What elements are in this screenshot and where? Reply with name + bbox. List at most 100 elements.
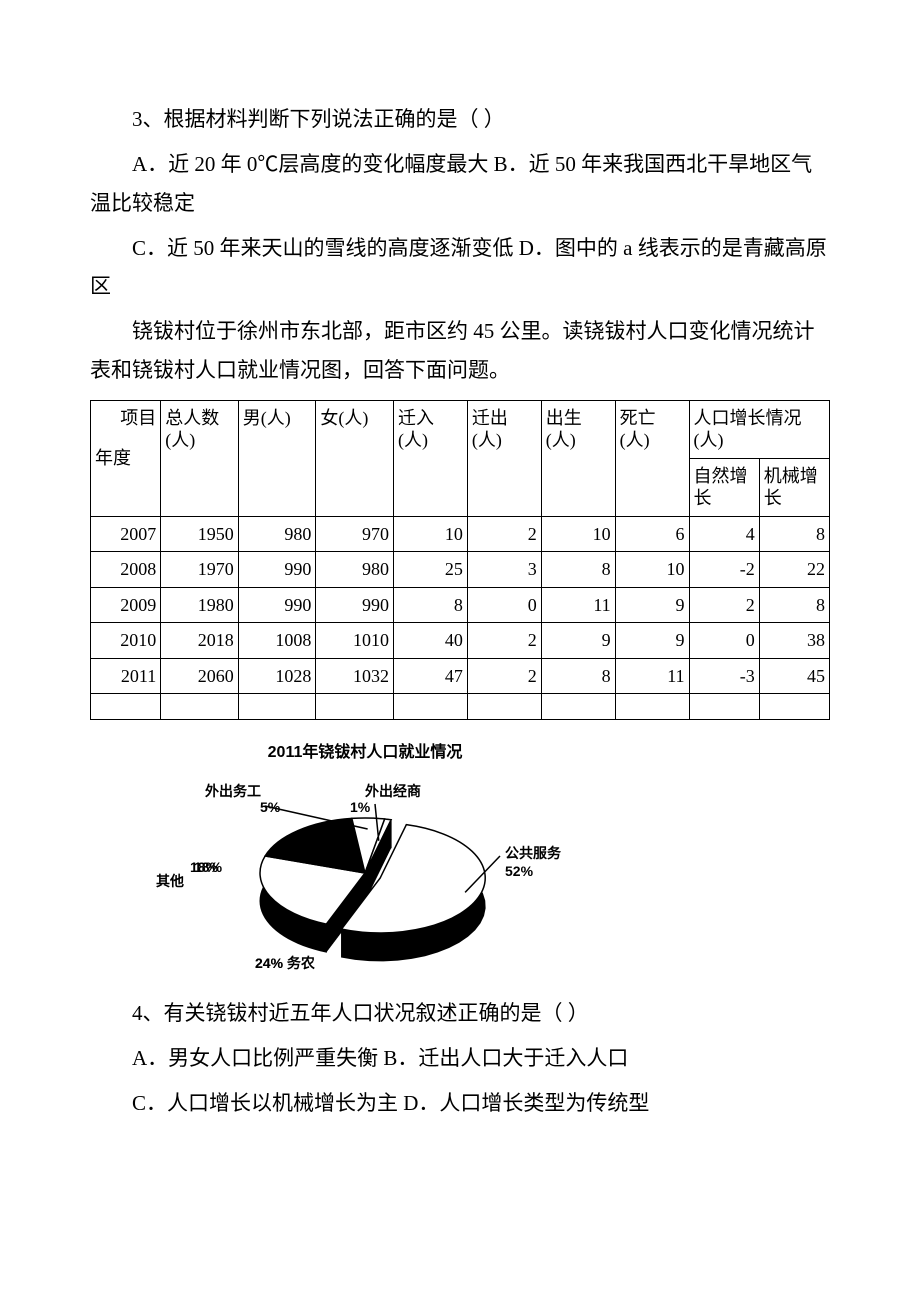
- table-body: 2007195098097010210648200819709909802538…: [91, 516, 830, 720]
- header-in: 迁入(人): [393, 400, 467, 516]
- pie-slice-label: 公共服务: [505, 845, 562, 861]
- cell-empty: [541, 694, 615, 720]
- cell-value: 47: [393, 658, 467, 694]
- cell-value: 3: [467, 552, 541, 588]
- table-row: 200919809909908011928: [91, 587, 830, 623]
- cell-empty: [91, 694, 161, 720]
- cell-empty: [161, 694, 239, 720]
- pie-slice-pct: 18%: [194, 859, 223, 875]
- cell-value: -2: [689, 552, 759, 588]
- header-male: 男(人): [238, 400, 316, 516]
- q4-stem: 4、有关铙钹村近五年人口状况叙述正确的是（ ）: [90, 994, 830, 1033]
- cell-empty: [316, 694, 394, 720]
- pie-slice-label: 其他: [156, 873, 184, 889]
- cell-value: 970: [316, 516, 394, 552]
- cell-value: 990: [316, 587, 394, 623]
- header-death: 死亡(人): [615, 400, 689, 516]
- header-growth-group: 人口增长情况(人): [689, 400, 829, 458]
- cell-value: 9: [541, 623, 615, 659]
- pie-slice-pct: 52%: [505, 863, 534, 879]
- table-row: 2011206010281032472811-345: [91, 658, 830, 694]
- pie-chart-title: 2011年铙钹村人口就业情况: [150, 738, 580, 762]
- cell-value: 1032: [316, 658, 394, 694]
- cell-value: 10: [615, 552, 689, 588]
- header-corner: 项目 年度: [91, 400, 161, 516]
- cell-empty: [238, 694, 316, 720]
- table-row: 201020181008101040299038: [91, 623, 830, 659]
- cell-value: 25: [393, 552, 467, 588]
- cell-value: 2018: [161, 623, 239, 659]
- cell-value: 11: [615, 658, 689, 694]
- cell-value: 8: [759, 516, 829, 552]
- pie-slice-label: 24% 务农: [255, 955, 316, 971]
- cell-value: 9: [615, 587, 689, 623]
- q3-option-ab: A．近 20 年 0℃层高度的变化幅度最大 B．近 50 年来我国西北干旱地区气…: [90, 145, 830, 223]
- cell-value: 11: [541, 587, 615, 623]
- table-row: 20081970990980253810-222: [91, 552, 830, 588]
- cell-value: 990: [238, 587, 316, 623]
- q3-stem: 3、根据材料判断下列说法正确的是（ ）: [90, 100, 830, 139]
- cell-value: 1970: [161, 552, 239, 588]
- cell-value: 2: [467, 623, 541, 659]
- cell-year: 2007: [91, 516, 161, 552]
- cell-value: 22: [759, 552, 829, 588]
- pie-chart: 公共服务52%24%24% 务农18%其他18%外出务工5%外出经商1%: [150, 768, 580, 978]
- cell-value: 8: [541, 658, 615, 694]
- cell-year: 2011: [91, 658, 161, 694]
- pie-slice-pct: 1%: [350, 799, 371, 815]
- cell-value: 2: [467, 516, 541, 552]
- pie-slice-pct: 5%: [260, 799, 281, 815]
- header-female: 女(人): [316, 400, 394, 516]
- cell-year: 2008: [91, 552, 161, 588]
- cell-value: 0: [467, 587, 541, 623]
- cell-empty: [393, 694, 467, 720]
- cell-value: 38: [759, 623, 829, 659]
- cell-empty: [759, 694, 829, 720]
- cell-value: -3: [689, 658, 759, 694]
- q4-option-ab: A．男女人口比例严重失衡 B．迁出人口大于迁入人口: [90, 1039, 830, 1078]
- passage-text: 铙钹村位于徐州市东北部，距市区约 45 公里。读铙钹村人口变化情况统计表和铙钹村…: [90, 312, 830, 390]
- cell-value: 10: [393, 516, 467, 552]
- q4-option-cd: C．人口增长以机械增长为主 D．人口增长类型为传统型: [90, 1084, 830, 1123]
- table-row-empty: [91, 694, 830, 720]
- header-mech-growth: 机械增长: [759, 458, 829, 516]
- document-page: 3、根据材料判断下列说法正确的是（ ） A．近 20 年 0℃层高度的变化幅度最…: [0, 0, 920, 1189]
- header-birth: 出生(人): [541, 400, 615, 516]
- cell-value: 1980: [161, 587, 239, 623]
- header-natural-growth: 自然增长: [689, 458, 759, 516]
- pie-slice-label: 外出经商: [365, 783, 421, 799]
- cell-value: 40: [393, 623, 467, 659]
- cell-value: 1008: [238, 623, 316, 659]
- cell-value: 2: [467, 658, 541, 694]
- cell-value: 0: [689, 623, 759, 659]
- cell-value: 1950: [161, 516, 239, 552]
- cell-year: 2010: [91, 623, 161, 659]
- cell-value: 980: [238, 516, 316, 552]
- cell-year: 2009: [91, 587, 161, 623]
- cell-value: 8: [541, 552, 615, 588]
- cell-value: 980: [316, 552, 394, 588]
- cell-value: 6: [615, 516, 689, 552]
- cell-value: 1028: [238, 658, 316, 694]
- cell-value: 9: [615, 623, 689, 659]
- header-out: 迁出(人): [467, 400, 541, 516]
- cell-value: 4: [689, 516, 759, 552]
- cell-value: 2: [689, 587, 759, 623]
- cell-value: 2060: [161, 658, 239, 694]
- population-table: 项目 年度 总人数(人) 男(人) 女(人) 迁入(人) 迁出(人) 出生(人)…: [90, 400, 830, 721]
- cell-value: 8: [759, 587, 829, 623]
- header-total: 总人数(人): [161, 400, 239, 516]
- table-row: 2007195098097010210648: [91, 516, 830, 552]
- cell-value: 990: [238, 552, 316, 588]
- pie-slice-label: 外出务工: [205, 783, 261, 799]
- table-header: 项目 年度 总人数(人) 男(人) 女(人) 迁入(人) 迁出(人) 出生(人)…: [91, 400, 830, 516]
- cell-value: 45: [759, 658, 829, 694]
- cell-empty: [467, 694, 541, 720]
- q3-option-cd: C．近 50 年来天山的雪线的高度逐渐变低 D．图中的 a 线表示的是青藏高原区: [90, 229, 830, 307]
- cell-value: 1010: [316, 623, 394, 659]
- cell-empty: [689, 694, 759, 720]
- cell-value: 8: [393, 587, 467, 623]
- cell-value: 10: [541, 516, 615, 552]
- pie-chart-block: 2011年铙钹村人口就业情况 公共服务52%24%24% 务农18%其他18%外…: [150, 738, 580, 978]
- cell-empty: [615, 694, 689, 720]
